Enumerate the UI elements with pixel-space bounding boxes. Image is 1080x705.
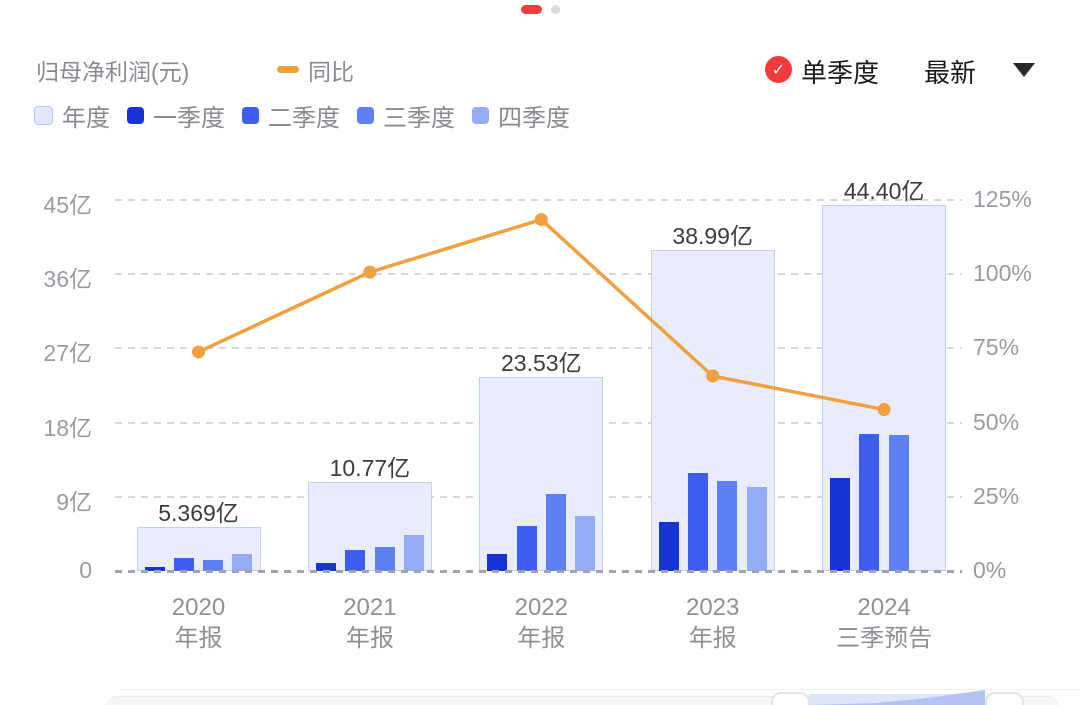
legend-item-q1[interactable]: 一季度 <box>127 98 225 133</box>
annual-value-label: 10.77亿 <box>329 455 411 482</box>
y-axis-left-tick: 18亿 <box>43 414 92 441</box>
quarter-bar-2[interactable] <box>859 433 880 571</box>
pagination-dot-active[interactable] <box>521 5 542 14</box>
quarter-bar-4[interactable] <box>746 486 767 571</box>
quarter-bar-3[interactable] <box>888 435 909 571</box>
quarter-bar-4[interactable] <box>575 515 596 571</box>
quarter-bar-3[interactable] <box>374 546 395 571</box>
x-axis-label: 2023 年报 <box>685 594 740 652</box>
y-axis-right-tick: 25% <box>973 482 1020 509</box>
y-axis-left-tick: 27亿 <box>43 340 92 367</box>
quarter-bar-2[interactable] <box>345 550 366 571</box>
single-quarter-checkbox-icon[interactable]: ✓ <box>765 56 792 83</box>
y-axis-left-tick: 36亿 <box>43 266 92 293</box>
divider <box>120 689 1080 690</box>
single-quarter-toggle[interactable]: 单季度 <box>801 58 880 88</box>
y-axis-left-tick: 9亿 <box>56 488 92 515</box>
legend-item-label: 年度 <box>62 105 110 132</box>
y-axis-right-tick: 125% <box>973 186 1032 212</box>
chevron-down-icon[interactable] <box>1013 63 1035 77</box>
latest-dropdown-label[interactable]: 最新 <box>924 58 977 88</box>
legend-swatch-icon <box>127 107 144 124</box>
annual-value-label: 44.40亿 <box>843 177 925 204</box>
quarter-bar-4[interactable] <box>403 535 424 571</box>
quarter-bar-4[interactable] <box>232 553 253 571</box>
legend-swatch-icon <box>472 107 489 124</box>
gridline <box>115 199 962 201</box>
yoy-line-point[interactable] <box>534 213 548 227</box>
x-axis-label: 2021 年报 <box>343 594 397 652</box>
quarter-bar-2[interactable] <box>173 558 194 571</box>
y-axis-right-tick: 50% <box>973 408 1020 435</box>
x-axis-label: 2022 年报 <box>514 594 568 652</box>
datazoom-handle-left[interactable] <box>771 692 810 705</box>
legend-item-label: 二季度 <box>268 105 340 132</box>
legend-item-q3[interactable]: 三季度 <box>357 98 455 133</box>
annual-value-label: 23.53亿 <box>501 350 582 376</box>
yoy-line-legend-label: 同比 <box>308 59 354 85</box>
legend-item-annual[interactable]: 年度 <box>34 98 110 133</box>
y-axis-left-tick: 0 <box>79 557 92 583</box>
y-axis-right-tick: 75% <box>973 334 1020 361</box>
legend-item-label: 三季度 <box>383 105 455 132</box>
quarter-bar-3[interactable] <box>203 560 224 571</box>
chart-title: 归母净利润(元) <box>36 59 190 85</box>
quarter-bar-1[interactable] <box>487 554 508 571</box>
yoy-line-legend-icon <box>277 66 299 73</box>
quarter-bar-3[interactable] <box>717 480 738 571</box>
quarter-bar-1[interactable] <box>830 478 851 571</box>
y-axis-left-tick: 45亿 <box>43 192 92 218</box>
legend-item-q2[interactable]: 二季度 <box>242 98 340 133</box>
quarter-bar-3[interactable] <box>545 494 566 571</box>
quarter-bar-2[interactable] <box>688 472 709 571</box>
legend-swatch-icon <box>34 106 53 125</box>
quarter-bar-1[interactable] <box>144 567 165 571</box>
legend-item-label: 四季度 <box>498 105 570 132</box>
annual-value-label: 38.99亿 <box>672 222 753 249</box>
legend-item-label: 一季度 <box>153 105 225 132</box>
x-axis-zero-line <box>115 570 962 573</box>
datazoom-selection[interactable] <box>809 694 985 705</box>
quarter-bar-1[interactable] <box>658 522 679 571</box>
annual-value-label: 5.369亿 <box>158 499 239 526</box>
y-axis-right-tick: 100% <box>973 260 1032 287</box>
datazoom-handle-right[interactable] <box>985 692 1024 705</box>
x-axis-label: 2020 年报 <box>171 594 226 652</box>
x-axis-label: 2024 三季预告 <box>836 594 933 652</box>
legend-swatch-icon <box>357 107 374 124</box>
quarter-bar-2[interactable] <box>516 525 537 571</box>
legend-item-q4[interactable]: 四季度 <box>472 98 570 133</box>
yoy-line-point[interactable] <box>363 265 377 279</box>
series-legend: 年度 一季度 二季度 三季度 四季度 <box>34 98 570 133</box>
y-axis-right-tick: 0% <box>973 557 1007 583</box>
quarter-bar-1[interactable] <box>315 563 336 571</box>
pagination-dot[interactable] <box>551 5 560 14</box>
legend-swatch-icon <box>242 107 259 124</box>
